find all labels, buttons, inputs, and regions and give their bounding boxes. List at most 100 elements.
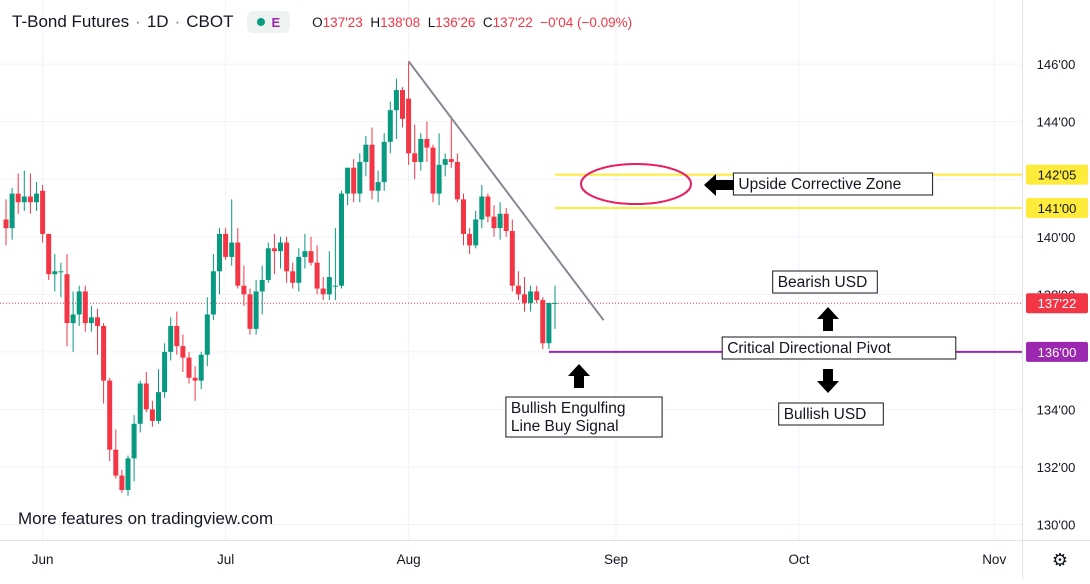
candle-body (162, 351, 168, 393)
candle-body (241, 285, 247, 295)
candle-body (101, 325, 107, 381)
candle-body (534, 291, 540, 301)
candle-body (546, 302, 552, 344)
bullish-engulfing-label-box[interactable] (505, 396, 663, 438)
candle-body (491, 216, 497, 229)
chart-header: T-Bond Futures · 1D · CBOT E O137'23 H13… (12, 10, 632, 34)
candle-body (412, 153, 418, 162)
candle-body (363, 144, 369, 162)
x-tick-label: Sep (604, 552, 628, 567)
candle-body (302, 251, 308, 257)
bullish-engulfing-label: Bullish Engulfing (511, 400, 626, 417)
tradingview-watermark-link[interactable]: More features on tradingview.com (18, 509, 274, 528)
upside-zone-ellipse[interactable] (580, 163, 692, 205)
candle-body (522, 294, 527, 303)
candle-body (424, 138, 430, 148)
candle-body (186, 357, 192, 378)
ohlc-value-open: 137'23 (322, 14, 363, 30)
candle-body (143, 383, 149, 410)
market-open-dot-icon (257, 18, 266, 26)
ohlc-key-high: H (370, 14, 381, 30)
candle-body (113, 449, 119, 476)
candle-body (192, 377, 198, 381)
bearish-usd-label-box[interactable] (772, 270, 878, 294)
trendline[interactable] (407, 60, 605, 321)
candle-body (46, 233, 52, 275)
candle-body (479, 196, 485, 220)
ohlc-key-close: C (482, 14, 493, 30)
candle-body (168, 325, 174, 352)
exchange-label: CBOT (186, 12, 234, 31)
y-tick-label: 134'00 (1037, 402, 1076, 417)
candle-body (253, 291, 259, 329)
candle-body (473, 219, 479, 246)
market-status-badge[interactable]: E (247, 11, 291, 33)
candle-body (137, 383, 143, 424)
ohlc-change: −0'04 (−0.09%) (540, 14, 633, 30)
bullish-usd-label-box[interactable] (778, 402, 884, 426)
bearish-usd-label: Bearish USD (778, 274, 868, 291)
candle-body (119, 475, 125, 490)
candle-body (320, 288, 326, 295)
symbol-title[interactable]: T-Bond Futures (12, 12, 130, 31)
candle-body (418, 138, 424, 162)
arrow-up-icon (568, 364, 590, 388)
y-tick-label: 130'00 (1037, 517, 1076, 532)
candle-body (436, 164, 442, 194)
candle-body (369, 144, 375, 191)
candle-body (235, 242, 241, 286)
y-tick-label: 132'00 (1037, 460, 1076, 475)
candle-body (21, 196, 27, 203)
ohlc-value-close: 137'22 (492, 14, 533, 30)
candle-body (180, 346, 186, 358)
candle-body (485, 196, 491, 217)
bullish-usd-label: Bullish USD (784, 406, 867, 423)
header-separator: · (174, 12, 181, 31)
candle-body (461, 199, 466, 234)
candle-body (332, 285, 338, 287)
candle-body (540, 300, 546, 344)
candle-body (217, 233, 222, 272)
candle-body (400, 90, 405, 119)
ohlc-value-low: 136'26 (435, 14, 476, 30)
candle-body (58, 271, 64, 273)
header-separator: · (135, 12, 141, 31)
arrow-up-icon (817, 307, 839, 331)
candle-body (387, 110, 393, 142)
candle-body (503, 213, 509, 232)
candle-body (82, 291, 88, 324)
pivot-label-box[interactable] (721, 336, 957, 360)
price-tag-pivot-bg (1026, 341, 1088, 362)
bullish-engulfing-label: Line Buy Signal (511, 418, 619, 435)
candle-body (95, 317, 100, 326)
candle-body (326, 277, 332, 295)
badge-label: E (271, 14, 281, 30)
candle-body (156, 392, 161, 421)
candle-body (308, 251, 314, 263)
pivot-label: Critical Directional Pivot (727, 340, 891, 357)
candle-body (34, 193, 39, 203)
candle-body (381, 141, 387, 183)
candle-body (509, 231, 515, 286)
candle-body (3, 219, 9, 229)
ohlc-readout: O137'23 H138'08 L136'26 C137'22 −0'04 (−… (312, 15, 632, 30)
candle-body (357, 161, 363, 194)
candle-body (278, 242, 283, 252)
candle-body (259, 279, 265, 292)
price-tag-last-bg (1026, 293, 1088, 314)
interval-label[interactable]: 1D (146, 12, 169, 31)
y-tick-label: 146'00 (1037, 57, 1076, 72)
candle-body (88, 317, 94, 324)
candle-body (393, 90, 399, 111)
candle-body (448, 159, 454, 162)
upside-zone-label: Upside Corrective Zone (738, 176, 901, 193)
gear-icon[interactable]: ⚙ (1051, 550, 1068, 570)
price-tag-zone-upper: 142'05 (1038, 168, 1077, 183)
candle-body (552, 302, 558, 304)
candle-body (107, 380, 113, 450)
price-tag-last: 137'22 (1038, 296, 1077, 311)
candle-body (9, 193, 15, 229)
candle-body (64, 274, 70, 324)
